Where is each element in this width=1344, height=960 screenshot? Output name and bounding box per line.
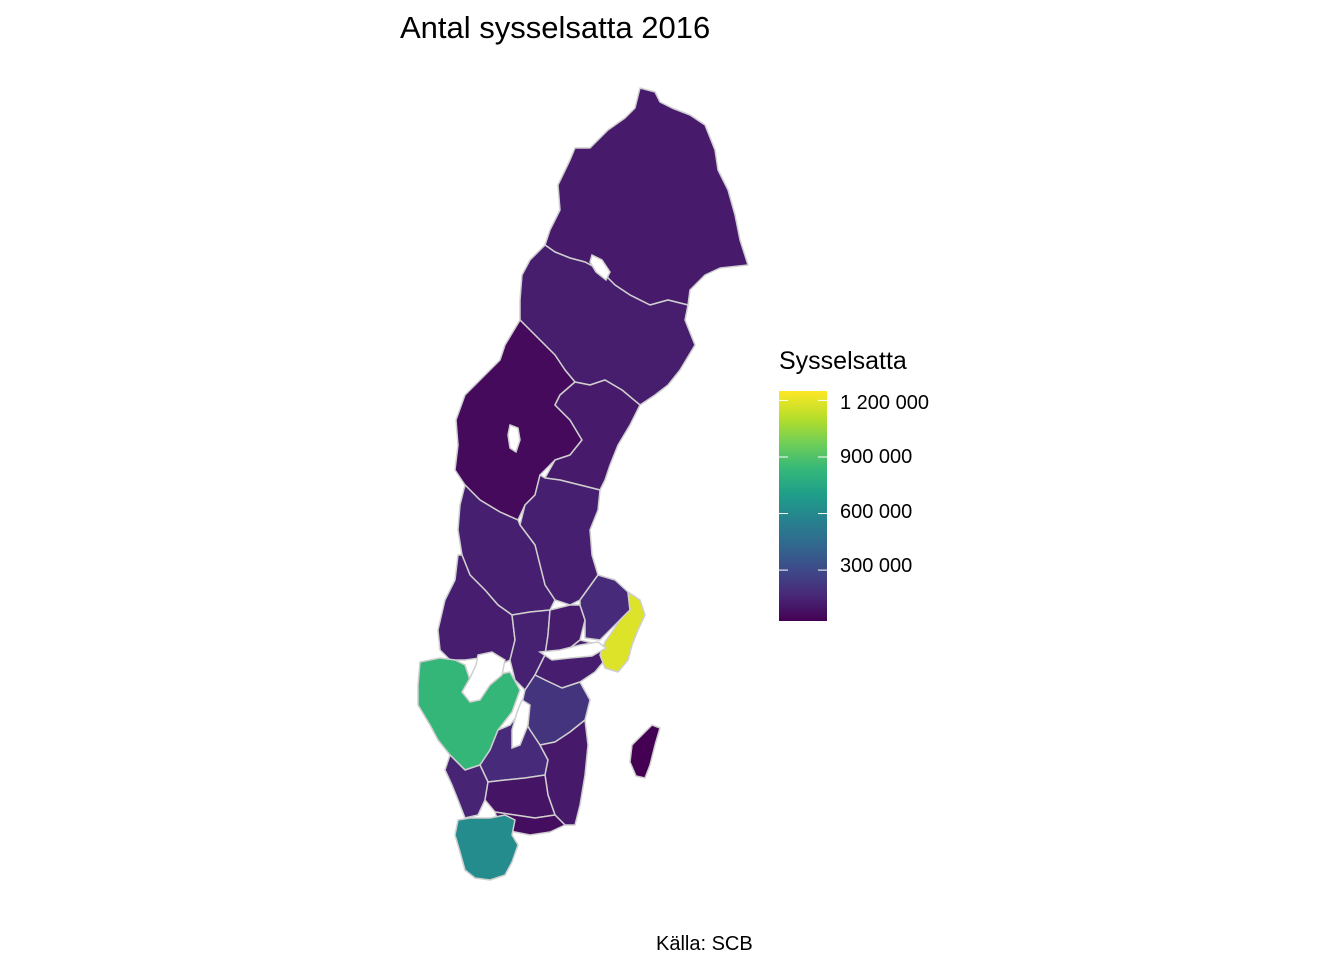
- region-gotland: [629, 724, 661, 779]
- region-stockholm: [599, 591, 646, 673]
- lake-vattern: [511, 698, 531, 750]
- legend-tick-label-900000: 900 000: [840, 446, 913, 468]
- lakes: [461, 253, 611, 750]
- legend-colorbar: [779, 391, 827, 621]
- county-regions: [417, 87, 749, 881]
- source-caption: Källa: SCB: [656, 933, 753, 955]
- region-halland: [444, 754, 489, 819]
- legend-tick-label-1200000: 1 200 000: [840, 392, 929, 414]
- legend-tick-label-300000: 300 000: [840, 555, 913, 577]
- lake-north: [589, 253, 611, 282]
- region-skane: [454, 814, 519, 881]
- legend-title: Sysselsatta: [779, 347, 907, 375]
- region-vastra-gotaland: [417, 657, 521, 771]
- lake-malaren: [537, 641, 608, 661]
- lake-vanern: [461, 651, 506, 703]
- lake-storsjon: [507, 423, 521, 454]
- region-uppsala: [579, 574, 631, 641]
- legend-tick-label-600000: 600 000: [840, 501, 913, 523]
- map-title: Antal sysselsatta 2016: [400, 10, 711, 45]
- legend-tick-marks: [779, 399, 827, 571]
